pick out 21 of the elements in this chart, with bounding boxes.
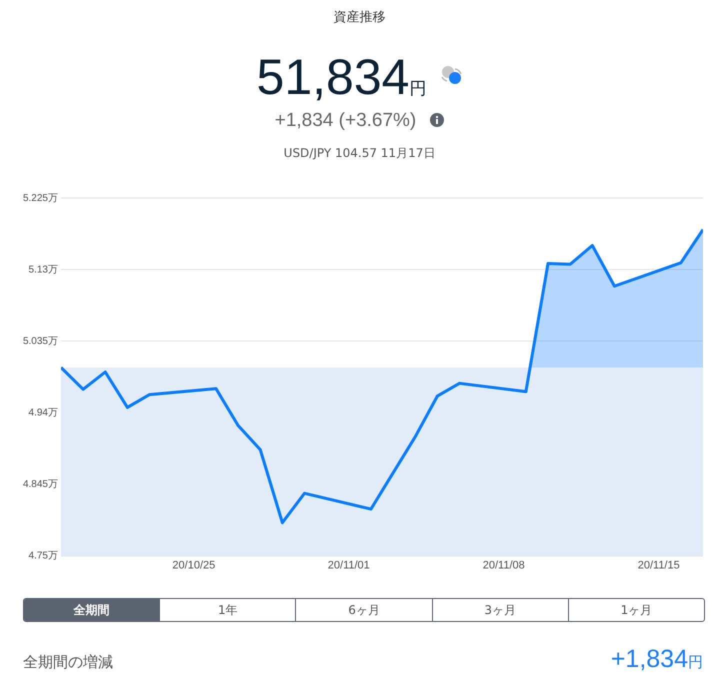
chart-title: 資産推移 <box>332 9 386 26</box>
y-tick-label: 5.225万 <box>22 192 58 204</box>
text: 3ヶ月 <box>432 599 568 621</box>
text: 1ヶ月 <box>568 599 704 621</box>
text: 6ヶ月 <box>295 599 432 621</box>
x-tick-label: 20/10/25 <box>172 559 216 572</box>
text: 1年 <box>159 599 296 621</box>
text: 全期間 <box>24 599 160 621</box>
text: 全期間の増減 <box>23 653 113 672</box>
text: +1,834 (+3.67%) <box>274 110 418 132</box>
y-tick-label: 5.035万 <box>22 336 58 347</box>
x-tick-label: 20/11/01 <box>328 559 370 572</box>
text: 51,834円 <box>256 48 428 106</box>
y-tick-label: 4.94万 <box>28 407 58 418</box>
x-tick-label: 20/11/15 <box>638 559 680 572</box>
x-tick-label: 20/11/08 <box>482 559 525 572</box>
y-tick-label: 5.13万 <box>28 264 58 276</box>
y-tick-label: 4.845万 <box>22 478 58 490</box>
text: +1,834円 <box>610 645 703 674</box>
text: USD/JPY 104.57 11月17日 <box>282 145 436 162</box>
y-tick-label: 4.75万 <box>28 550 58 562</box>
